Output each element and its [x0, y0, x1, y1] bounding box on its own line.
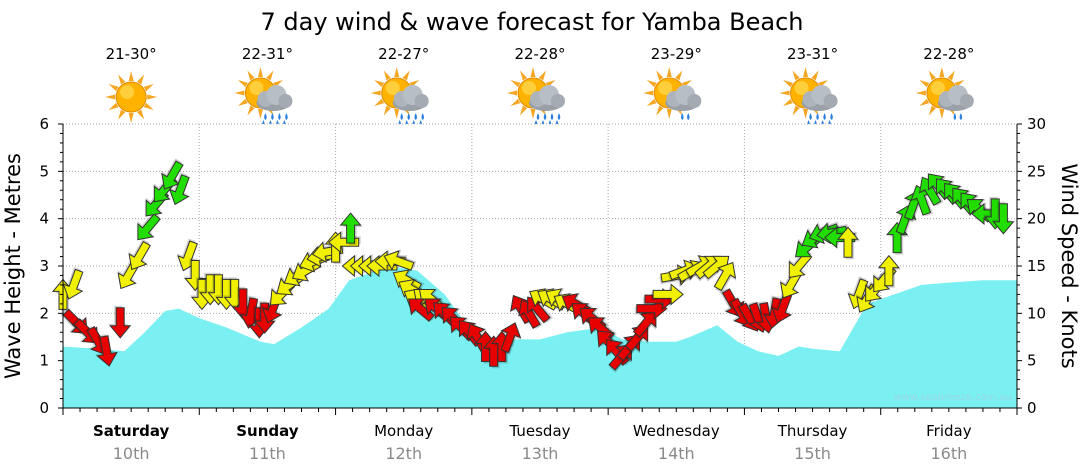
- wind-arrow: [108, 305, 132, 339]
- wind-arrow: [62, 266, 84, 300]
- y-tick-label-left: 6: [39, 115, 49, 133]
- y-tick-label-right: 20: [1027, 210, 1046, 228]
- y-tick-label-left: 5: [39, 162, 49, 180]
- wind-arrow: [137, 211, 161, 241]
- temperature-range: 22-31°: [242, 45, 293, 63]
- temperature-range: 21-30°: [106, 45, 157, 63]
- date-label: 12th: [385, 444, 422, 463]
- y-tick-label-right: 10: [1027, 304, 1046, 322]
- y-tick-label-left: 1: [39, 352, 49, 370]
- date-label: 16th: [930, 444, 967, 463]
- sun-cloud-rain-icon: [779, 67, 838, 127]
- temperature-range: 23-29°: [651, 45, 702, 63]
- y-tick-label-right: 25: [1027, 162, 1046, 180]
- y-tick-label-right: 30: [1027, 115, 1046, 133]
- wind-arrow: [991, 201, 1015, 235]
- y-axis-right-label: Wind Speed - Knots: [1057, 163, 1080, 368]
- wind-arrow: [94, 334, 118, 367]
- wind-arrow: [383, 249, 417, 271]
- y-tick-label-left: 2: [39, 304, 49, 322]
- wave-height-area: [63, 266, 1017, 408]
- temperature-range: 22-27°: [378, 45, 429, 63]
- wind-arrow: [128, 238, 151, 271]
- y-tick-label-left: 4: [39, 210, 49, 228]
- y-tick-label-right: 0: [1027, 399, 1037, 417]
- temperature-range: 23-31°: [787, 45, 838, 63]
- wind-arrow: [877, 254, 901, 288]
- day-label: Friday: [926, 422, 972, 440]
- wind-arrow: [713, 261, 737, 294]
- date-label: 11th: [249, 444, 286, 463]
- sun-cloud-rain-icon: [370, 67, 429, 127]
- sun-cloud-shower-icon: [915, 67, 974, 120]
- y-tick-label-left: 0: [39, 399, 49, 417]
- wind-arrow: [770, 290, 793, 324]
- date-label: 15th: [794, 444, 831, 463]
- sunny-icon: [105, 71, 158, 123]
- sun-cloud-rain-icon: [234, 67, 293, 127]
- day-label: Thursday: [777, 422, 848, 440]
- temperature-range: 22-28°: [923, 45, 974, 63]
- date-label: 14th: [658, 444, 695, 463]
- sun-cloud-rain-icon: [507, 67, 565, 127]
- wind-arrow: [651, 283, 684, 307]
- day-label: Saturday: [93, 422, 170, 440]
- temperature-range: 22-28°: [514, 45, 565, 63]
- y-axis-left-label: Wave Height - Metres: [1, 153, 25, 379]
- wind-arrow: [836, 226, 860, 260]
- sun-cloud-shower-icon: [643, 67, 702, 120]
- watermark: www.seabreeze.com.au: [894, 392, 1012, 403]
- y-tick-label-right: 5: [1027, 352, 1037, 370]
- wind-arrow: [339, 212, 363, 246]
- y-tick-label-right: 15: [1027, 257, 1046, 275]
- day-label: Sunday: [236, 422, 299, 440]
- date-label: 13th: [522, 444, 559, 463]
- day-label: Wednesday: [633, 422, 720, 440]
- day-label: Tuesday: [508, 422, 570, 440]
- wind-arrow: [252, 301, 276, 334]
- wind-arrow: [632, 310, 657, 340]
- wind-arrow: [327, 230, 361, 254]
- chart-title: 7 day wind & wave forecast for Yamba Bea…: [261, 8, 804, 36]
- wind-arrow: [168, 172, 190, 206]
- y-tick-label-left: 3: [39, 257, 49, 275]
- day-label: Monday: [374, 422, 433, 440]
- date-label: 10th: [113, 444, 150, 463]
- wind-arrow: [500, 322, 522, 356]
- wind-arrow: [408, 298, 437, 323]
